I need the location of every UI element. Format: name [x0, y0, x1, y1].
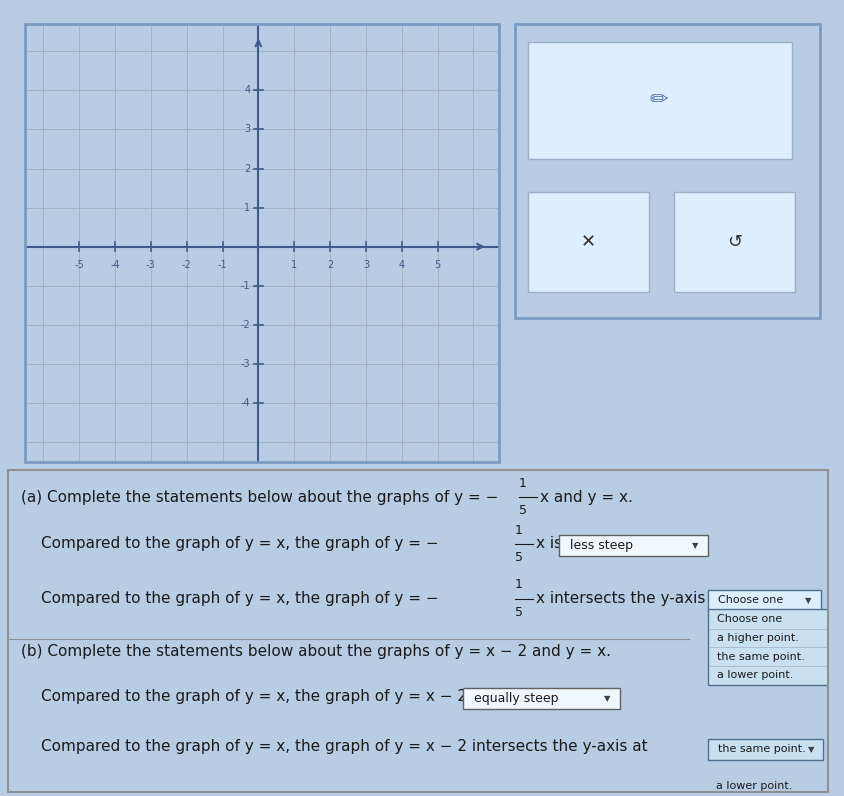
- FancyBboxPatch shape: [559, 535, 706, 556]
- Text: x and y = x.: x and y = x.: [540, 490, 632, 505]
- Text: 5: 5: [518, 504, 527, 517]
- Text: Choose one: Choose one: [717, 595, 782, 605]
- Text: ✕: ✕: [580, 232, 595, 251]
- Text: 3: 3: [362, 260, 369, 271]
- Text: -3: -3: [241, 359, 250, 369]
- Text: -2: -2: [181, 260, 192, 271]
- Text: -1: -1: [241, 281, 250, 291]
- Text: 1: 1: [518, 477, 527, 490]
- Text: 1: 1: [244, 203, 250, 213]
- FancyBboxPatch shape: [706, 739, 822, 759]
- Text: a lower point.: a lower point.: [715, 781, 791, 791]
- Text: less steep: less steep: [569, 539, 632, 552]
- Text: -3: -3: [146, 260, 155, 271]
- Text: ▼: ▼: [603, 694, 610, 703]
- FancyBboxPatch shape: [527, 41, 792, 159]
- Text: -4: -4: [241, 398, 250, 408]
- FancyBboxPatch shape: [527, 192, 648, 292]
- Text: Compared to the graph of y = x, the graph of y = −: Compared to the graph of y = x, the grap…: [41, 591, 438, 606]
- Text: Choose one: Choose one: [716, 615, 781, 624]
- Text: 4: 4: [398, 260, 404, 271]
- Text: x intersects the y-axis at: x intersects the y-axis at: [536, 591, 725, 606]
- Text: 1: 1: [514, 524, 522, 537]
- Text: 1: 1: [514, 579, 522, 591]
- Text: -1: -1: [218, 260, 227, 271]
- Text: equally steep: equally steep: [473, 692, 558, 705]
- Text: ▼: ▼: [807, 745, 814, 754]
- Text: a lower point.: a lower point.: [716, 670, 792, 681]
- Text: 2: 2: [327, 260, 333, 271]
- Text: Compared to the graph of y = x, the graph of y = −: Compared to the graph of y = x, the grap…: [41, 537, 438, 552]
- Text: 2: 2: [244, 163, 250, 174]
- Text: 4: 4: [244, 85, 250, 96]
- Text: Compared to the graph of y = x, the graph of y = x − 2 is: Compared to the graph of y = x, the grap…: [41, 689, 484, 704]
- Text: a higher point.: a higher point.: [716, 633, 798, 643]
- Text: 5: 5: [514, 606, 522, 618]
- Text: 1: 1: [291, 260, 297, 271]
- Text: ↺: ↺: [726, 232, 741, 251]
- Text: -5: -5: [74, 260, 84, 271]
- Text: (a) Complete the statements below about the graphs of y = −: (a) Complete the statements below about …: [21, 490, 497, 505]
- Text: 5: 5: [434, 260, 441, 271]
- Text: -4: -4: [110, 260, 120, 271]
- FancyBboxPatch shape: [707, 609, 840, 685]
- Text: ▼: ▼: [691, 541, 698, 550]
- Text: 5: 5: [514, 551, 522, 564]
- Text: the same point.: the same point.: [717, 744, 805, 755]
- Text: ▼: ▼: [804, 595, 811, 605]
- Text: -2: -2: [241, 320, 250, 330]
- FancyBboxPatch shape: [706, 590, 820, 611]
- FancyBboxPatch shape: [673, 192, 794, 292]
- Text: ✏: ✏: [648, 91, 667, 111]
- FancyBboxPatch shape: [463, 688, 619, 709]
- Text: 3: 3: [244, 124, 250, 135]
- Text: x is: x is: [536, 537, 562, 552]
- Text: the same point.: the same point.: [716, 652, 803, 661]
- Text: (b) Complete the statements below about the graphs of y = x − 2 and y = x.: (b) Complete the statements below about …: [21, 644, 610, 659]
- Text: Compared to the graph of y = x, the graph of y = x − 2 intersects the y-axis at: Compared to the graph of y = x, the grap…: [41, 739, 647, 755]
